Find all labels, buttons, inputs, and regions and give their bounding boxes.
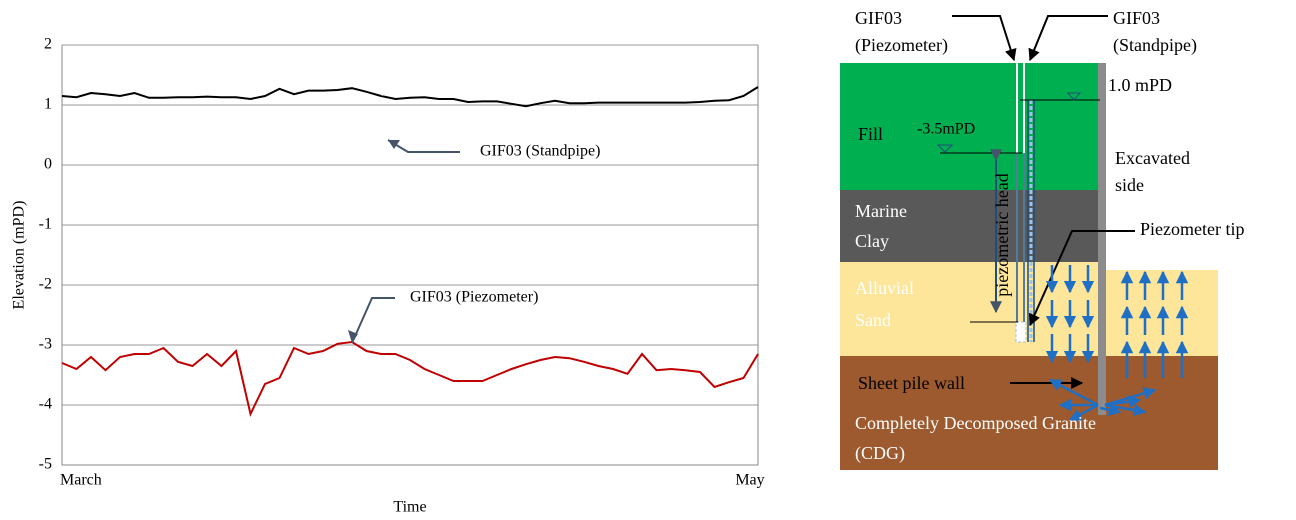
line-chart: Elevation (mPD) Time 2 1 0 -1 -2 -3 -4 -5 March M… (11, 36, 765, 516)
label: Sand (855, 310, 891, 330)
label: (Standpipe) (1113, 35, 1197, 56)
label: Completely Decomposed Granite (855, 413, 1096, 433)
annotation-arrowhead (388, 140, 400, 149)
label: Excavated (1115, 148, 1190, 168)
series-line (62, 87, 758, 106)
label: side (1115, 175, 1144, 195)
sand-layer (840, 262, 1100, 356)
y-tick-label: 2 (44, 36, 52, 53)
y-tick-label: 0 (44, 156, 52, 173)
label: (Piezometer) (855, 35, 948, 56)
label: Clay (855, 231, 889, 251)
leader (952, 16, 1014, 60)
leader (1030, 16, 1108, 60)
label: GIF03 (1113, 8, 1160, 28)
x-tick-label: May (735, 472, 764, 489)
label: GIF03 (855, 8, 902, 28)
annotation: GIF03 (Standpipe) (480, 143, 600, 160)
label: Fill (858, 124, 883, 144)
annotation: GIF03 (Piezometer) (410, 289, 538, 306)
label: Marine (855, 201, 907, 221)
y-tick-label: -4 (39, 396, 52, 413)
plot-frame (62, 45, 758, 465)
x-tick-label: March (60, 472, 102, 489)
y-axis-label: Elevation (mPD) (11, 201, 28, 310)
y-tick-label: -1 (39, 216, 52, 233)
diagram: GIF03 (Piezometer) GIF03 (Standpipe) 1.0… (840, 8, 1244, 470)
label: 1.0 mPD (1108, 75, 1172, 95)
label: -3.5mPD (917, 121, 975, 138)
label: Alluvial (855, 278, 914, 298)
sheet-pile (1098, 63, 1106, 415)
label: piezometric head (992, 173, 1012, 296)
y-tick-label: -3 (39, 336, 52, 353)
label: Sheet pile wall (858, 373, 965, 393)
y-tick-label: -5 (39, 456, 52, 473)
y-tick-label: 1 (44, 96, 52, 113)
x-axis-label: Time (393, 499, 426, 516)
piezometer-tip (1016, 322, 1026, 342)
series-line (62, 342, 758, 414)
figure: Elevation (mPD) Time 2 1 0 -1 -2 -3 -4 -5 March M… (0, 0, 1296, 520)
annotation-arrow (352, 298, 395, 343)
y-tick-label: -2 (39, 276, 52, 293)
label: (CDG) (855, 443, 905, 464)
sand-layer-excavated (1100, 270, 1218, 356)
label: Piezometer tip (1140, 219, 1244, 239)
